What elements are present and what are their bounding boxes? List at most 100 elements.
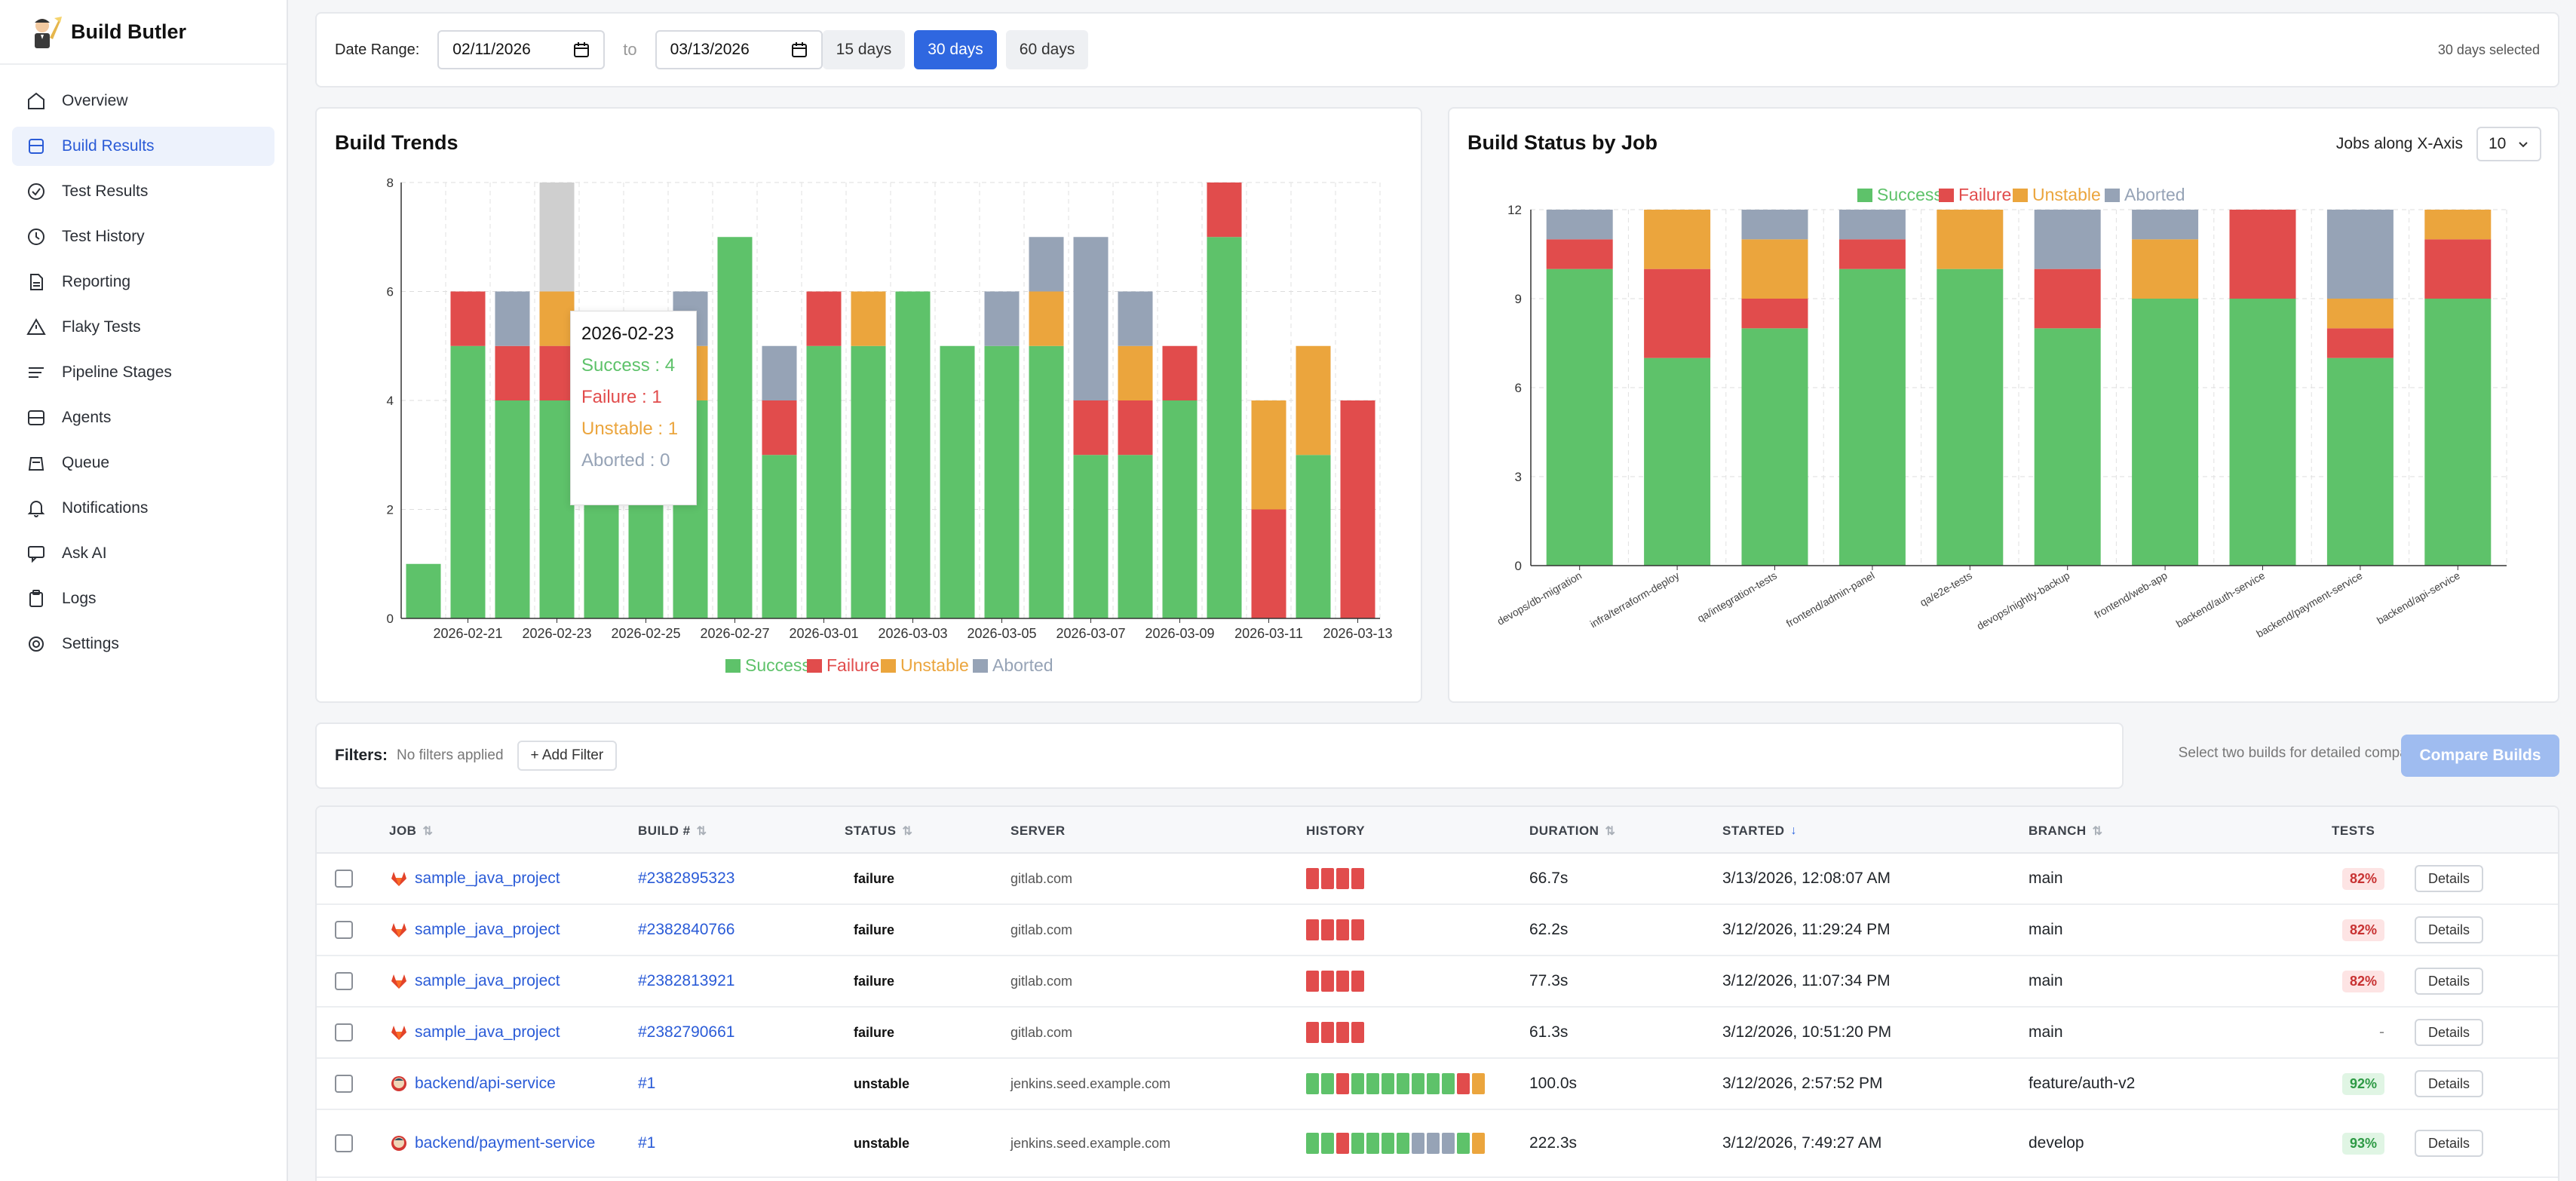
details-button[interactable]: Details (2415, 1019, 2484, 1046)
bar-failure[interactable] (1162, 345, 1198, 400)
build-link[interactable]: #2382840766 (638, 921, 735, 938)
bar-aborted[interactable] (984, 291, 1020, 346)
bar-unstable[interactable] (1741, 239, 1808, 299)
details-button[interactable]: Details (2415, 1130, 2484, 1157)
table-row[interactable]: sample_java_project #2382790661 failure git… (317, 1008, 2558, 1059)
bar-failure[interactable] (2326, 328, 2394, 358)
table-row[interactable]: sample_java_project #2382840766 failure git… (317, 905, 2558, 956)
build-link[interactable]: #2382813921 (638, 972, 735, 989)
history-box[interactable] (1336, 971, 1349, 992)
bar-success[interactable] (851, 345, 886, 618)
history-box[interactable] (1366, 1133, 1379, 1154)
build-status-chart[interactable]: Success Failure Unstable Aborted 0 3 6 9 12 devop… (1449, 109, 2561, 704)
build-link[interactable]: #1 (638, 1134, 656, 1152)
bar-success[interactable] (2132, 299, 2199, 566)
bar-aborted[interactable] (1029, 237, 1064, 292)
bar-aborted[interactable] (2132, 210, 2199, 240)
history-box[interactable] (1321, 919, 1334, 940)
bar-success[interactable] (1838, 268, 1906, 566)
bar-failure[interactable] (1340, 400, 1375, 618)
history-box[interactable] (1306, 868, 1319, 889)
history-box[interactable] (1321, 971, 1334, 992)
table-row[interactable]: sample_java_project #2382813921 failure git… (317, 956, 2558, 1008)
bar-success[interactable] (1644, 357, 1711, 566)
bar-unstable[interactable] (1118, 345, 1153, 400)
bar-unstable[interactable] (1296, 345, 1331, 456)
legend-swatch-unstable[interactable] (881, 659, 896, 673)
job-link[interactable]: sample_java_project (389, 869, 560, 888)
job-link[interactable]: backend/payment-service (389, 1133, 595, 1153)
row-checkbox[interactable] (335, 972, 353, 990)
history-box[interactable] (1336, 1073, 1349, 1094)
history-box[interactable] (1336, 1133, 1349, 1154)
bar-failure[interactable] (450, 291, 486, 346)
build-link[interactable]: #2382895323 (638, 870, 735, 887)
bar-failure[interactable] (762, 400, 797, 456)
sidebar-item-flaky-tests[interactable]: Flaky Tests (12, 308, 274, 347)
bar-success[interactable] (1741, 328, 1808, 566)
history-box[interactable] (1412, 1133, 1424, 1154)
history-box[interactable] (1412, 1073, 1424, 1094)
history-box[interactable] (1382, 1133, 1394, 1154)
history-box[interactable] (1351, 1133, 1364, 1154)
bar-failure[interactable] (1207, 183, 1242, 238)
bar-success[interactable] (762, 455, 797, 618)
sidebar-item-settings[interactable]: Settings (12, 624, 274, 664)
history-box[interactable] (1321, 868, 1334, 889)
bar-success[interactable] (450, 345, 486, 618)
bar-aborted[interactable] (1118, 291, 1153, 346)
bar-success[interactable] (1162, 400, 1198, 618)
sidebar-item-notifications[interactable]: Notifications (12, 489, 274, 528)
history-box[interactable] (1427, 1073, 1440, 1094)
sidebar-item-logs[interactable]: Logs (12, 579, 274, 618)
bar-unstable[interactable] (851, 291, 886, 346)
range-60-days-button[interactable]: 60 days (1005, 30, 1089, 69)
bar-aborted[interactable] (2326, 210, 2394, 299)
bar-success[interactable] (984, 345, 1020, 618)
build-trends-chart[interactable]: 0 2 4 6 8 2026-02-21 2026-02-23 2026-02-25 2026-… (317, 109, 1424, 704)
bar-failure[interactable] (1073, 400, 1109, 456)
history-box[interactable] (1442, 1073, 1455, 1094)
bar-success[interactable] (2034, 328, 2101, 566)
bar-success[interactable] (1296, 455, 1331, 618)
job-link[interactable]: sample_java_project (389, 971, 560, 991)
range-30-days-button[interactable]: 30 days (914, 30, 997, 69)
bar-unstable[interactable] (2132, 239, 2199, 299)
history-box[interactable] (1321, 1133, 1334, 1154)
legend-swatch-failure[interactable] (807, 659, 822, 673)
bar-success[interactable] (1207, 237, 1242, 618)
sidebar-item-queue[interactable]: Queue (12, 443, 274, 483)
sidebar-item-overview[interactable]: Overview (12, 81, 274, 121)
bar-unstable[interactable] (1644, 210, 1711, 269)
row-checkbox[interactable] (335, 1075, 353, 1093)
bar-aborted[interactable] (1546, 210, 1613, 240)
header-started[interactable]: STARTED ↓ (1722, 824, 1797, 839)
history-box[interactable] (1366, 1073, 1379, 1094)
bar-unstable[interactable] (1029, 291, 1064, 346)
history-box[interactable] (1397, 1133, 1409, 1154)
sidebar-item-agents[interactable]: Agents (12, 398, 274, 437)
bar-unstable[interactable] (1937, 210, 2004, 269)
history-box[interactable] (1336, 1022, 1349, 1043)
details-button[interactable]: Details (2415, 916, 2484, 943)
job-link[interactable]: sample_java_project (389, 1023, 560, 1042)
bar-failure[interactable] (2034, 268, 2101, 329)
bar-success[interactable] (895, 291, 931, 619)
compare-builds-button[interactable]: Compare Builds (2401, 735, 2559, 777)
bar-success[interactable] (1029, 345, 1064, 618)
bar-success[interactable] (2424, 299, 2492, 566)
date-to-input[interactable]: 03/13/2026 (655, 30, 823, 69)
bar-failure[interactable] (1838, 239, 1906, 269)
history-box[interactable] (1306, 1073, 1319, 1094)
bar-success[interactable] (539, 400, 575, 618)
history-box[interactable] (1306, 1022, 1319, 1043)
history-box[interactable] (1336, 919, 1349, 940)
bar-success[interactable] (1937, 268, 2004, 566)
history-box[interactable] (1442, 1133, 1455, 1154)
bar-aborted[interactable] (2034, 210, 2101, 269)
history-box[interactable] (1457, 1073, 1470, 1094)
bar-aborted[interactable] (495, 291, 530, 346)
header-job[interactable]: JOB ⇅ (389, 824, 433, 839)
bar-failure[interactable] (1644, 268, 1711, 358)
bar-unstable[interactable] (2424, 210, 2492, 240)
